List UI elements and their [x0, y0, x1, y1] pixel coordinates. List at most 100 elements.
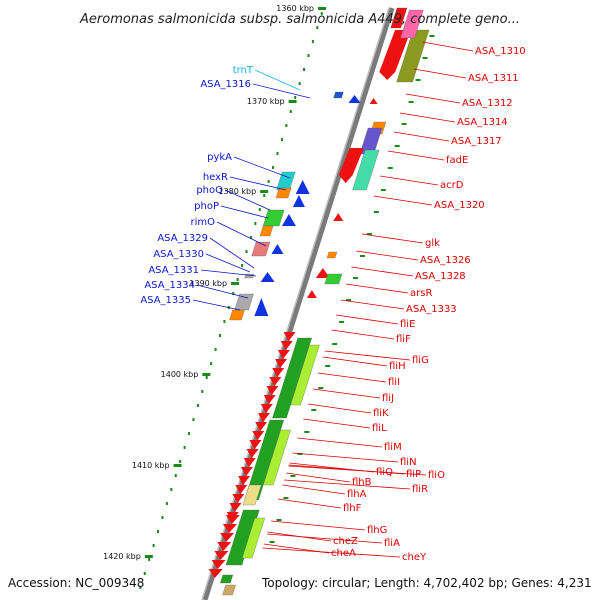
- tick-dot: [232, 292, 235, 295]
- gene-feature: [271, 244, 284, 254]
- left-gene-label: ASA_1335: [140, 295, 191, 306]
- gene-feature: [258, 413, 271, 422]
- gene-feature: [275, 359, 288, 368]
- leader-line: [284, 479, 411, 490]
- right-gene-label: fliR: [412, 484, 428, 495]
- right-tick: [290, 475, 296, 477]
- scale-label: 1360 kbp: [276, 4, 314, 13]
- tick-dot: [258, 208, 261, 211]
- leader-line: [317, 372, 387, 383]
- right-tick: [422, 57, 428, 59]
- leader-line: [266, 533, 383, 544]
- leader-line: [303, 418, 371, 429]
- right-tick: [415, 79, 421, 81]
- gene-feature: [277, 350, 290, 359]
- tick-dot: [183, 446, 186, 449]
- right-gene-label: fliN: [400, 457, 417, 468]
- right-tick: [401, 123, 407, 125]
- leader-line: [196, 284, 249, 299]
- leader-line: [324, 350, 411, 361]
- tick-dot: [218, 334, 221, 337]
- gene-feature: [246, 449, 259, 458]
- tick-dot: [174, 474, 177, 477]
- leader-line: [267, 531, 332, 542]
- scale-tick: [260, 190, 269, 193]
- gene-feature: [240, 467, 253, 476]
- right-tick: [380, 189, 386, 191]
- right-gene-label: acrD: [440, 180, 464, 191]
- tick-dot: [188, 432, 191, 435]
- right-tick: [304, 431, 310, 433]
- right-tick: [325, 365, 331, 367]
- gene-feature: [259, 225, 274, 237]
- tick-dot: [254, 222, 257, 225]
- gene-feature: [222, 524, 237, 533]
- tick-dot: [320, 12, 323, 15]
- scale-label: 1390 kbp: [189, 279, 227, 288]
- right-gene-label: flhB: [352, 477, 372, 488]
- leader-line: [312, 388, 381, 399]
- scale-label: 1410 kbp: [132, 461, 170, 470]
- gene-feature: [220, 574, 234, 584]
- gene-feature: [263, 429, 291, 486]
- gene-feature: [269, 377, 282, 386]
- right-gene-label: fliL: [372, 423, 387, 434]
- gene-feature: [333, 213, 344, 221]
- leader-line: [405, 93, 461, 104]
- scale-tick: [231, 282, 240, 285]
- right-gene-label: cheA: [331, 548, 356, 559]
- tick-dot: [143, 572, 146, 575]
- genome-backbone: [202, 7, 395, 600]
- tick-dot: [263, 194, 266, 197]
- right-tick: [394, 145, 400, 147]
- leader-line: [380, 175, 439, 186]
- tick-dot: [161, 516, 164, 519]
- tick-dot: [241, 264, 244, 267]
- left-gene-label: ASA_1334: [144, 280, 195, 291]
- gene-feature: [243, 458, 256, 467]
- right-tick: [429, 35, 435, 37]
- right-gene-label: fliI: [388, 377, 400, 388]
- leader-line: [277, 498, 342, 509]
- gene-feature: [281, 214, 296, 226]
- leader-line: [282, 484, 346, 495]
- gene-feature: [214, 551, 229, 560]
- right-tick: [332, 343, 338, 345]
- tick-dot: [249, 236, 252, 239]
- leader-line: [286, 472, 351, 483]
- right-gene-label: ASA_1312: [462, 98, 513, 109]
- gene-feature: [208, 569, 223, 578]
- leader-line: [252, 83, 311, 99]
- left-gene-label: ASA_1331: [148, 265, 199, 276]
- tick-dot: [214, 348, 217, 351]
- right-tick: [311, 409, 317, 411]
- gene-feature: [262, 209, 285, 227]
- gene-feature: [242, 484, 262, 506]
- scale-label: 1400 kbp: [161, 370, 199, 379]
- tick-dot: [139, 586, 142, 589]
- right-gene-label: fliJ: [382, 393, 394, 404]
- left-gene-label: phoP: [194, 201, 219, 212]
- gene-feature: [249, 440, 262, 449]
- tick-dot: [303, 68, 306, 71]
- tick-dot: [223, 320, 226, 323]
- scale-label: 1420 kbp: [103, 552, 141, 561]
- leader-line: [322, 356, 388, 367]
- gene-feature: [283, 332, 296, 341]
- right-gene-label: cheY: [402, 552, 427, 563]
- leader-line: [205, 253, 251, 273]
- gene-feature: [255, 422, 268, 431]
- leader-line: [336, 314, 399, 325]
- gene-feature: [251, 241, 271, 257]
- gene-feature: [272, 337, 312, 419]
- gene-feature: [232, 494, 245, 503]
- right-gene-label: fliA: [384, 538, 400, 549]
- right-gene-label: fliM: [384, 442, 402, 453]
- leader-line: [331, 329, 395, 340]
- gene-feature: [260, 404, 273, 413]
- tick-dot: [165, 502, 168, 505]
- tick-dot: [316, 26, 319, 29]
- gene-feature: [229, 309, 245, 321]
- gene-feature: [326, 251, 338, 259]
